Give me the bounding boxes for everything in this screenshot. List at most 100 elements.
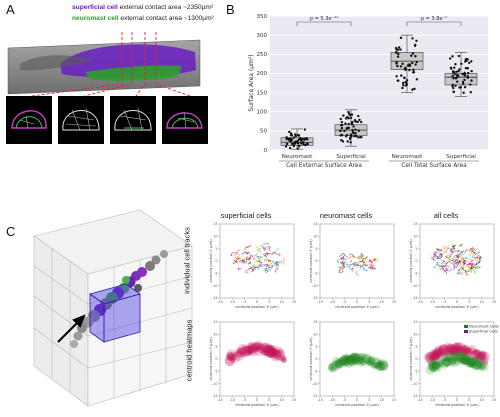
panel-label-c: C	[6, 224, 16, 239]
y-tick-label: -5	[414, 370, 417, 374]
data-point	[397, 46, 401, 49]
plot-f-all-tracks: -15 -10 -5 0 5 10 15 15 10 5 0 -5 -10 -15 centroid pos…	[409, 222, 496, 309]
heat-blob	[468, 346, 473, 351]
heat-blob	[439, 345, 450, 356]
cell-track	[346, 263, 349, 266]
neuromast-word: neuromast cell	[72, 15, 119, 22]
box	[444, 73, 478, 86]
cell-track	[468, 263, 477, 267]
cell-track	[369, 266, 374, 270]
data-point	[411, 52, 415, 55]
heat-blob	[433, 347, 444, 359]
cell-track	[265, 244, 270, 249]
heat-blob	[433, 345, 445, 357]
heat-blob	[358, 352, 369, 364]
heat-blob	[346, 355, 351, 360]
heat-blob	[451, 346, 462, 357]
cell-track	[460, 250, 465, 253]
cell-track	[274, 267, 279, 273]
heat-blob	[237, 343, 249, 355]
heat-blob	[454, 344, 465, 354]
cell-track	[373, 258, 377, 261]
heat-blob	[431, 362, 439, 369]
heat-blob	[260, 346, 271, 357]
data-point	[292, 144, 296, 148]
y-tick-label: -5	[314, 370, 317, 374]
data-point	[464, 57, 468, 61]
heat-blob	[253, 346, 264, 357]
data-point	[396, 64, 399, 68]
heat-blob	[461, 354, 470, 363]
data-point	[411, 37, 414, 40]
y-axis-label: centroid position Y (µm)	[209, 337, 213, 381]
heat-blob	[442, 357, 452, 367]
cell-track	[469, 246, 474, 253]
cell-track	[232, 258, 238, 265]
cell-track	[444, 269, 452, 272]
heat-blob	[449, 355, 456, 362]
heat-blob	[451, 355, 458, 362]
heat-blob	[424, 352, 436, 364]
cell-track	[439, 267, 442, 271]
x-axis-label: centroid position X (µm)	[435, 403, 479, 407]
cell-track	[436, 256, 440, 259]
cell-track	[357, 260, 362, 265]
x-axis-label: centroid position X (µm)	[335, 403, 379, 407]
pvalue-left-bracket	[296, 21, 352, 26]
heat-blob	[243, 345, 250, 352]
data-point	[351, 130, 355, 134]
y-tick-label: -5	[414, 272, 417, 276]
heat-blob	[246, 347, 254, 355]
cell-track	[466, 262, 471, 265]
heat-blob	[472, 350, 482, 360]
cell-track	[248, 261, 252, 265]
data-point	[470, 60, 473, 63]
heat-blob	[271, 348, 276, 353]
heat-blob	[357, 356, 365, 365]
heat-blob	[478, 351, 487, 360]
heat-blob	[461, 347, 473, 359]
cell-track	[472, 265, 477, 270]
heat-blob	[330, 361, 341, 372]
heat-blob	[266, 347, 277, 358]
heat-blob	[347, 356, 355, 365]
heat-blob	[460, 354, 471, 365]
cell-track	[449, 258, 454, 262]
heat-blob	[246, 342, 256, 352]
data-point	[399, 48, 402, 51]
data-point	[461, 72, 464, 76]
heat-blob	[260, 344, 271, 356]
heat-blob	[433, 352, 440, 359]
heat-blob	[247, 345, 257, 354]
cell-track	[263, 258, 269, 262]
data-point	[305, 137, 308, 140]
cell-track	[459, 252, 465, 258]
heat-blob	[245, 345, 254, 354]
data-point	[290, 134, 294, 137]
heat-blob	[246, 346, 254, 355]
heat-blob	[377, 360, 389, 372]
heat-blob	[453, 342, 462, 351]
heat-blob	[236, 351, 243, 358]
data-point	[344, 122, 347, 125]
data-point	[350, 121, 353, 125]
x-tick-label: -10	[230, 398, 236, 402]
cell-track	[255, 259, 260, 263]
data-point	[304, 143, 307, 147]
data-point	[401, 86, 404, 90]
heat-blob	[259, 342, 270, 354]
heat-blob	[370, 356, 382, 368]
data-point	[408, 63, 412, 67]
x-tick-label: Neuromast	[282, 154, 314, 160]
heat-blob	[447, 355, 458, 365]
heat-blob	[277, 354, 285, 362]
heat-blob	[247, 349, 253, 354]
plot-h-neuromast-heatmap: -15 -10 -5 0 5 10 15 15 10 5 0 -5 -10 -15 centroid pos…	[309, 320, 396, 407]
heat-blob	[441, 354, 448, 362]
cell-track	[252, 257, 255, 260]
heat-blob	[458, 356, 467, 364]
cell-track	[342, 263, 346, 268]
data-point	[394, 46, 398, 50]
heat-blob	[338, 356, 349, 367]
heat-blob	[343, 358, 352, 367]
